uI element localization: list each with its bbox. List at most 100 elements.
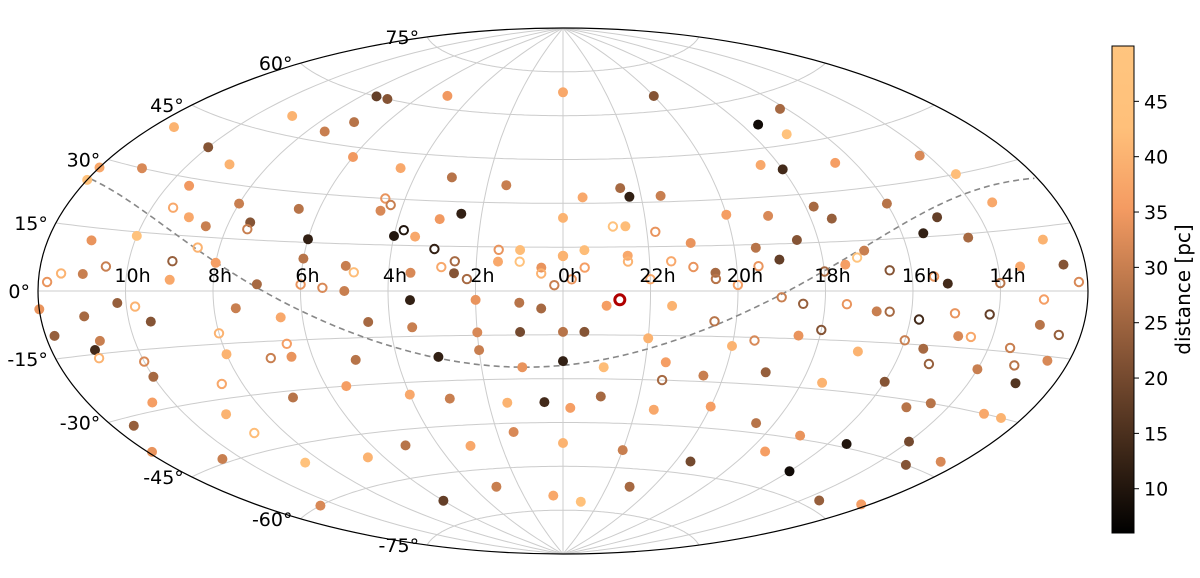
filled-marker-55 — [86, 235, 97, 246]
filled-marker-26 — [293, 203, 304, 214]
filled-marker-165 — [942, 278, 953, 289]
ra-tick-label: 16h — [902, 265, 938, 287]
filled-marker-81 — [145, 316, 156, 327]
parallel-line-75 — [426, 36, 700, 73]
colorbar-tick-label: 40 — [1144, 147, 1168, 169]
open-marker-24 — [449, 256, 460, 267]
filled-marker-98 — [148, 371, 159, 382]
parallel-line-30 — [108, 159, 1018, 204]
filled-marker-102 — [433, 351, 444, 362]
filled-marker-91 — [727, 341, 737, 351]
filled-marker-151 — [950, 169, 961, 180]
open-marker-43 — [213, 328, 225, 339]
filled-marker-167 — [914, 150, 925, 161]
filled-marker-17 — [615, 183, 626, 194]
filled-marker-69 — [77, 269, 88, 279]
filled-marker-31 — [620, 221, 631, 232]
filled-marker-120 — [444, 393, 455, 404]
filled-marker-110 — [817, 377, 828, 388]
filled-marker-147 — [548, 490, 559, 501]
filled-marker-29 — [456, 208, 467, 219]
dec-tick-label: 0° — [8, 281, 30, 303]
filled-marker-148 — [575, 496, 586, 507]
filled-marker-134 — [362, 452, 373, 463]
open-marker-3 — [242, 224, 253, 235]
filled-marker-118 — [341, 381, 352, 392]
open-marker-4 — [429, 243, 440, 255]
filled-marker-111 — [879, 376, 890, 387]
filled-marker-13 — [395, 163, 406, 174]
filled-marker-93 — [852, 346, 863, 357]
open-marker-27 — [579, 262, 590, 273]
colorbar-label: distance [pc] — [1171, 224, 1195, 354]
filled-marker-35 — [881, 198, 892, 209]
open-marker-19 — [167, 256, 178, 267]
open-marker-1 — [385, 199, 396, 211]
ra-tick-label: 20h — [727, 265, 763, 287]
open-marker-44 — [281, 338, 292, 349]
open-marker-51 — [899, 335, 910, 346]
parallel-line--60 — [300, 465, 826, 520]
filled-marker-123 — [565, 402, 576, 413]
filled-marker-52 — [859, 245, 870, 256]
filled-marker-157 — [112, 298, 123, 308]
filled-marker-50 — [750, 242, 761, 253]
filled-marker-59 — [340, 260, 351, 271]
open-marker-14 — [928, 271, 940, 282]
parallel-line-15 — [55, 222, 1071, 248]
filled-marker-106 — [598, 362, 609, 373]
open-marker-56 — [41, 276, 53, 288]
filled-marker-133 — [300, 457, 311, 468]
filled-marker-10 — [203, 142, 214, 153]
filled-marker-129 — [841, 439, 852, 449]
filled-marker-97 — [90, 345, 100, 355]
open-marker-42 — [139, 356, 150, 367]
filled-marker-27 — [375, 205, 386, 216]
filled-marker-125 — [648, 404, 659, 415]
open-marker-28 — [566, 274, 577, 285]
filled-marker-76 — [536, 303, 547, 314]
filled-marker-14 — [446, 172, 457, 183]
colorbar-tick-label: 10 — [1144, 479, 1168, 501]
ra-tick-label: 6h — [295, 265, 319, 287]
filled-marker-131 — [935, 456, 946, 467]
filled-marker-0 — [371, 91, 382, 102]
filled-marker-44 — [410, 231, 421, 242]
open-marker-33 — [798, 298, 809, 309]
filled-marker-122 — [539, 397, 550, 408]
parallel-line-60 — [300, 62, 826, 117]
filled-marker-23 — [137, 163, 147, 174]
filled-marker-32 — [721, 209, 732, 220]
ra-tick-label: 10h — [114, 265, 150, 287]
filled-marker-7 — [349, 117, 360, 128]
open-marker-61 — [461, 273, 473, 285]
filled-marker-82 — [230, 303, 241, 314]
open-marker-49 — [656, 374, 668, 386]
open-marker-12 — [819, 266, 830, 277]
open-marker-59 — [398, 225, 409, 236]
open-marker-46 — [216, 378, 228, 390]
open-marker-40 — [1053, 329, 1065, 341]
filled-marker-37 — [987, 197, 998, 208]
filled-marker-65 — [774, 254, 785, 265]
filled-marker-105 — [558, 356, 568, 367]
filled-marker-164 — [871, 306, 882, 317]
filled-marker-73 — [405, 295, 415, 306]
filled-marker-137 — [508, 427, 519, 437]
dec-tick-label: -75° — [379, 535, 420, 557]
filled-marker-70 — [164, 274, 175, 285]
filled-marker-169 — [996, 413, 1006, 423]
dec-tick-label: -30° — [60, 413, 101, 435]
dec-tick-label: 60° — [259, 53, 293, 75]
open-marker-35 — [884, 306, 895, 317]
filled-marker-28 — [434, 214, 445, 225]
filled-marker-95 — [972, 364, 983, 375]
filled-marker-138 — [558, 438, 568, 448]
dec-tick-label: 45° — [150, 95, 184, 117]
map-boundary — [37, 27, 1089, 555]
filled-marker-127 — [751, 418, 762, 429]
ra-tick-label: 14h — [989, 265, 1025, 287]
filled-marker-21 — [777, 164, 788, 175]
open-marker-5 — [493, 244, 504, 256]
ra-tick-label: 22h — [639, 265, 675, 287]
